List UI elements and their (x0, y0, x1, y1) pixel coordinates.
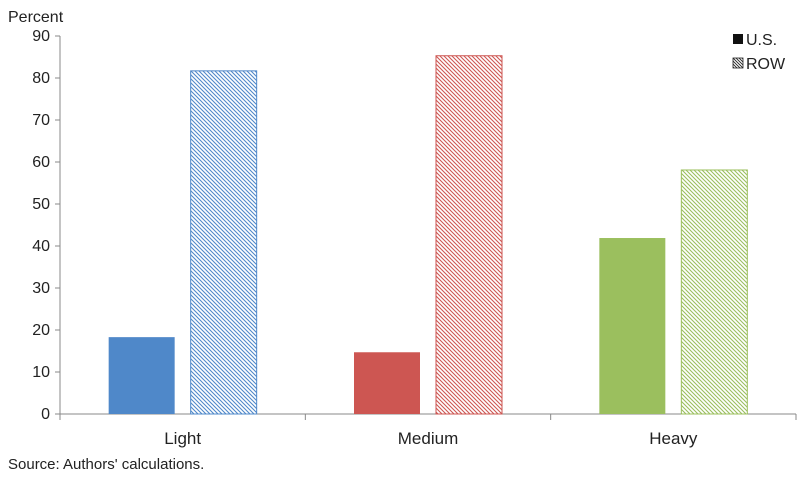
x-axis: Light Medium Heavy (59, 413, 797, 448)
x-tick-label: Heavy (649, 429, 698, 448)
bar-row-light (190, 70, 258, 415)
bar-row-medium (435, 55, 503, 415)
legend: U.S. ROW (732, 32, 786, 73)
source-note: Source: Authors' calculations. (8, 456, 205, 473)
bar-chart: Percent 0 10 20 30 40 50 60 70 80 90 Light Medium H… (8, 9, 797, 448)
y-tick-label: 50 (32, 196, 50, 213)
x-tick-label: Medium (398, 429, 458, 448)
x-tick-label: Light (164, 429, 201, 448)
y-axis: 0 10 20 30 40 50 60 70 80 90 (32, 28, 61, 423)
legend-label: U.S. (746, 32, 777, 49)
y-tick-label: 0 (41, 406, 50, 423)
y-axis-title: Percent (8, 9, 64, 26)
bar-us-light (108, 337, 175, 414)
bars (108, 55, 748, 415)
bar-row-heavy (680, 169, 748, 415)
legend-swatch-row (732, 57, 744, 69)
y-tick-label: 20 (32, 322, 50, 339)
y-tick-label: 30 (32, 280, 50, 297)
bar-us-heavy (599, 238, 666, 414)
y-tick-label: 90 (32, 28, 50, 45)
bar-us-medium (354, 352, 420, 414)
legend-swatch-us (733, 34, 743, 44)
y-tick-label: 60 (32, 154, 50, 171)
y-tick-label: 10 (32, 364, 50, 381)
y-tick-label: 70 (32, 112, 50, 129)
legend-label: ROW (746, 56, 786, 73)
y-tick-label: 80 (32, 70, 50, 87)
y-tick-label: 40 (32, 238, 50, 255)
